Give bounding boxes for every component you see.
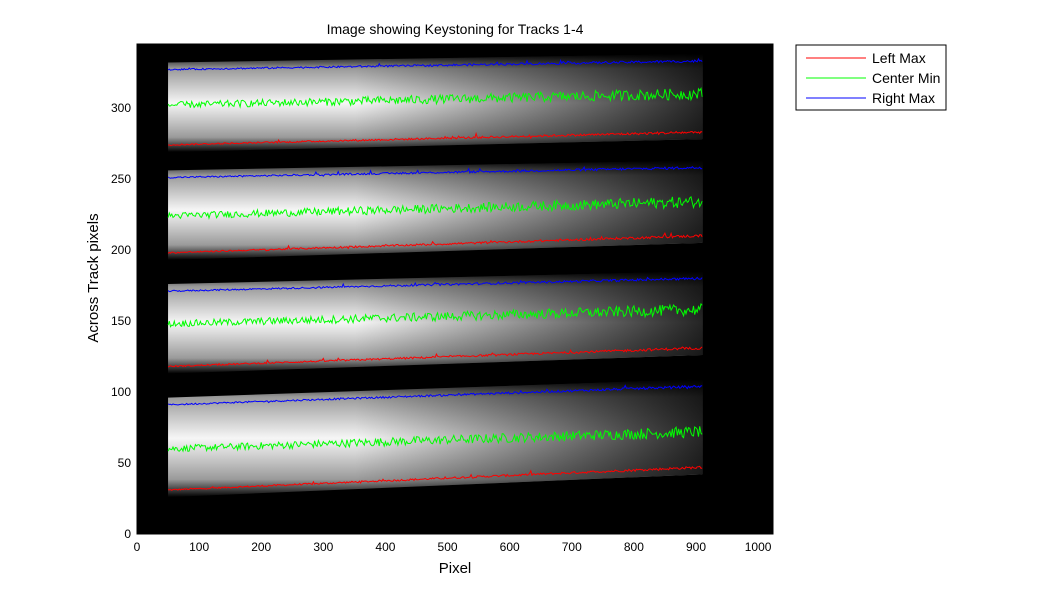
series-left-max-track-2 xyxy=(167,346,703,368)
x-tick-label: 400 xyxy=(375,540,395,554)
series-left-max-track-1 xyxy=(168,465,703,491)
legend: Left Max Center Min Right Max xyxy=(795,44,947,111)
series-center-min-track-4 xyxy=(167,87,703,109)
series-center-min-track-3 xyxy=(167,196,703,220)
x-tick-label: 900 xyxy=(686,540,706,554)
x-tick-label: 1000 xyxy=(745,540,772,554)
track-4-fade xyxy=(168,53,703,152)
series-right-max-track-1 xyxy=(167,384,703,406)
track-image xyxy=(168,53,703,498)
series-center-min-track-1 xyxy=(167,425,703,453)
x-tick-label: 800 xyxy=(624,540,644,554)
series-left-max-track-3 xyxy=(167,231,703,254)
series-right-max-track-4 xyxy=(167,57,703,71)
legend-label: Right Max xyxy=(872,90,935,106)
y-tick-label: 100 xyxy=(111,385,131,399)
plot-area xyxy=(137,44,773,534)
legend-label: Left Max xyxy=(872,50,926,66)
y-tick-label: 0 xyxy=(124,527,131,541)
x-tick-label: 600 xyxy=(500,540,520,554)
y-tick-label: 50 xyxy=(118,456,132,470)
x-tick-label: 0 xyxy=(134,540,141,554)
y-tick-label: 300 xyxy=(111,101,131,115)
series-layer xyxy=(167,57,703,491)
y-axis-label: Across Track pixels xyxy=(85,213,102,342)
y-tick-label: 150 xyxy=(111,314,131,328)
x-tick-label: 300 xyxy=(313,540,333,554)
series-center-min-track-2 xyxy=(167,302,703,328)
x-axis: 0 100 200 300 400 500 600 700 800 900 1000 xyxy=(134,44,772,554)
y-tick-label: 250 xyxy=(111,172,131,186)
x-axis-label: Pixel xyxy=(439,560,472,577)
legend-label: Center Min xyxy=(872,70,940,86)
y-tick-label: 200 xyxy=(111,243,131,257)
x-tick-label: 200 xyxy=(251,540,271,554)
x-tick-label: 500 xyxy=(438,540,458,554)
y-axis: 0 50 100 150 200 250 300 xyxy=(111,101,773,541)
plot-frame xyxy=(136,43,774,535)
chart-title: Image showing Keystoning for Tracks 1-4 xyxy=(327,21,584,37)
track-2-fade xyxy=(168,271,703,374)
x-tick-label: 700 xyxy=(562,540,582,554)
series-right-max-track-2 xyxy=(167,276,703,293)
series-left-max-track-4 xyxy=(168,130,703,147)
track-3-fade xyxy=(168,160,703,260)
series-right-max-track-3 xyxy=(167,165,703,179)
x-tick-label: 100 xyxy=(189,540,209,554)
